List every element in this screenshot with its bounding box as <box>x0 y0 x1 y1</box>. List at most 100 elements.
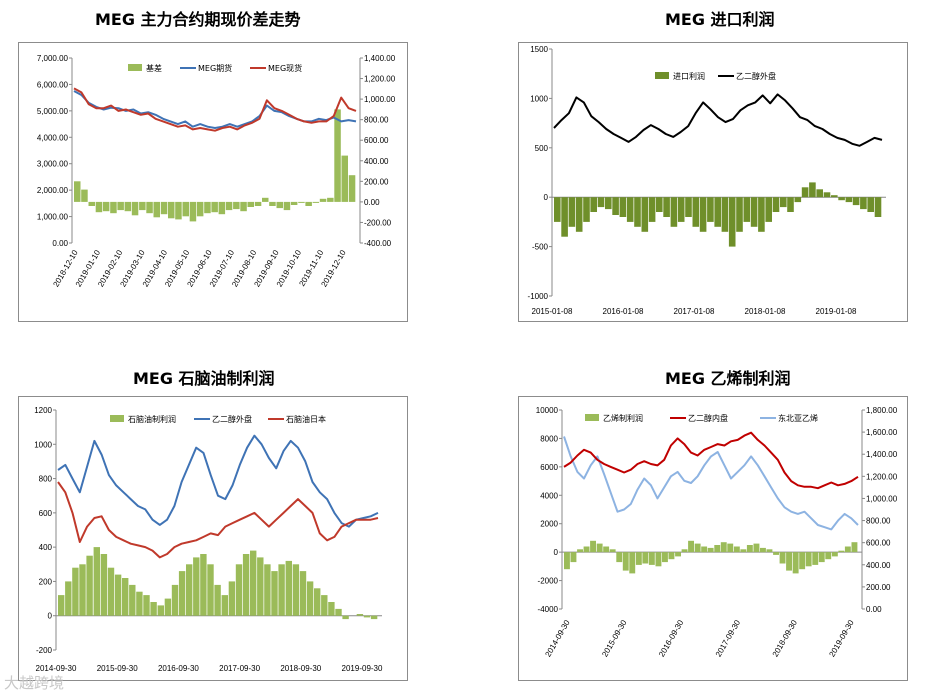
chart1-basis-bar <box>153 201 160 218</box>
chart4-profit-bar <box>805 552 812 567</box>
chart2-profit-bar <box>626 197 634 222</box>
chart1-right-tick-label: -400.00 <box>364 239 392 248</box>
chart4-profit-bar <box>564 552 570 570</box>
chart2-profit-bar <box>575 197 583 232</box>
chart1-basis-bar <box>218 201 226 215</box>
chart1-basis-bar <box>160 201 168 215</box>
chart4-profit-bar <box>707 547 714 553</box>
chart2-x-tick-label: 2018-01-08 <box>745 307 786 316</box>
chart2-profit-bar <box>743 197 751 222</box>
chart3-profit-bar <box>200 554 207 616</box>
chart1-basis-bar <box>305 201 312 206</box>
chart1-basis-bar <box>88 201 95 206</box>
chart4-right-tick-label: 1,000.00 <box>866 494 898 503</box>
chart3-profit-bar <box>122 578 129 616</box>
chart3-profit-bar <box>178 571 186 616</box>
chart3-profit-bar <box>328 602 335 616</box>
chart3-profit-bar <box>186 564 193 616</box>
chart2-profit-bar <box>838 197 845 201</box>
chart2-profit-bar <box>670 197 678 227</box>
chart4-profit-bar <box>577 549 583 553</box>
chart4-profit-bar <box>740 549 747 553</box>
chart4-profit-bar <box>799 552 806 570</box>
chart4-profit-bar <box>616 552 623 563</box>
chart4-profit-bar <box>596 543 603 553</box>
chart3-x-tick-label: 2019-09-30 <box>342 664 383 673</box>
chart4-x-tick-label: 2014-09-30 <box>543 618 572 658</box>
chart4-profit-bar <box>831 552 838 557</box>
chart2-profit-bar <box>590 197 597 212</box>
chart1-right-tick-label: 0.00 <box>364 198 380 207</box>
chart2-profit-bar <box>750 197 758 227</box>
chart1-right-tick-label: 800.00 <box>364 116 389 125</box>
chart2-profit-bar <box>780 197 787 208</box>
chart3-profit-bar <box>356 614 364 616</box>
chart1-basis-bar <box>298 201 305 203</box>
chart3-meg-line <box>57 434 379 528</box>
chart3-profit-bar <box>65 581 72 616</box>
chart3-y-tick-label: 0 <box>48 612 53 621</box>
chart1-basis-bar <box>110 201 117 214</box>
chart4-profit-bar <box>812 552 819 565</box>
chart3-profit-bar <box>100 554 108 616</box>
chart3-x-tick-label: 2014-09-30 <box>36 664 77 673</box>
chart4-right-tick-label: 200.00 <box>866 583 891 592</box>
chart2-frame <box>518 42 908 322</box>
chart3-profit-bar <box>193 557 200 616</box>
chart3-naphtha-line <box>57 481 379 559</box>
chart4-left-tick-label: 8000 <box>540 434 558 443</box>
chart2-profit-bar <box>656 197 663 212</box>
chart2-profit-bar <box>641 197 649 232</box>
chart1-basis-bar <box>117 201 124 211</box>
chart1-basis-bar <box>95 201 103 213</box>
chart4-meg-cn-line <box>563 431 859 490</box>
chart3-profit-bar <box>58 595 65 616</box>
chart2-y-tick-label: 1000 <box>530 94 548 103</box>
chart3-profit-bar <box>150 602 157 616</box>
chart4-profit-bar <box>570 552 577 563</box>
chart2-profit-bar <box>809 182 816 198</box>
chart4-right-tick-label: 600.00 <box>866 539 891 548</box>
chart4-legend-label: 乙二醇内盘 <box>688 413 728 423</box>
chart3-profit-bar <box>72 567 79 616</box>
chart1-basis-bar <box>290 201 298 205</box>
chart2-profit-bar <box>699 197 707 232</box>
chart2-profit-bar <box>794 197 802 203</box>
chart2-profit-bar <box>721 197 729 232</box>
chart1-right-tick-label: 1,000.00 <box>364 95 396 104</box>
chart1-basis-bar <box>81 189 88 202</box>
chart2-profit-bar <box>677 197 685 222</box>
chart2-x-tick-label: 2016-01-08 <box>603 307 644 316</box>
chart4-frame <box>518 396 908 681</box>
chart1-basis-bar <box>269 201 276 206</box>
chart1-basis-bar <box>254 201 262 206</box>
chart3-x-tick-label: 2017-09-30 <box>219 664 260 673</box>
chart2-legend-swatch <box>655 72 669 79</box>
chart1-spot-line <box>73 87 357 132</box>
chart3-y-tick-label: 1200 <box>34 406 52 415</box>
chart3-y-tick-label: 600 <box>39 509 53 518</box>
chart4-profit-bar <box>609 549 616 553</box>
chart2-profit-bar <box>568 197 576 227</box>
chart4-right-tick-label: 400.00 <box>866 561 891 570</box>
chart3-frame <box>18 396 408 681</box>
chart4-legend-label: 乙烯制利润 <box>603 413 643 423</box>
chart4-legend-label: 东北亚乙烯 <box>778 413 818 423</box>
chart4-right-tick-label: 1,600.00 <box>866 428 898 437</box>
chart2-title: MEG 进口利润 <box>665 10 775 29</box>
chart4-profit-bar <box>792 552 799 574</box>
chart1-basis-bar <box>196 201 204 217</box>
chart1-title: MEG 主力合约期现价差走势 <box>95 10 301 29</box>
chart4-profit-bar <box>622 552 629 571</box>
chart3-legend-label: 石脑油日本 <box>286 414 326 424</box>
chart1-right-tick-label: 1,400.00 <box>364 54 396 63</box>
chart2-x-tick-label: 2019-01-08 <box>816 307 857 316</box>
chart3-profit-bar <box>264 564 271 616</box>
chart2-profit-bar <box>823 192 831 198</box>
chart3-profit-bar <box>157 605 164 616</box>
chart3-profit-bar <box>207 564 214 616</box>
chart4-right-tick-label: 1,400.00 <box>866 450 898 459</box>
chart4-profit-bar <box>701 546 708 553</box>
